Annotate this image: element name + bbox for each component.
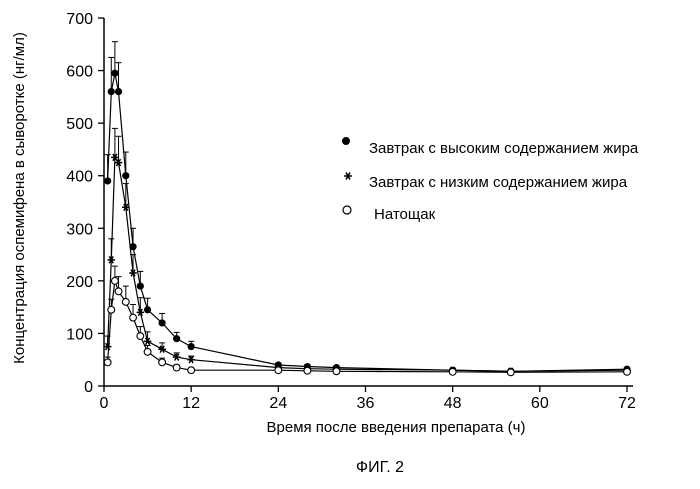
x-tick-label: 48: [444, 395, 462, 412]
data-point: [188, 367, 195, 374]
data-point: [275, 367, 282, 374]
data-point: [173, 364, 180, 371]
plot-area: [104, 42, 631, 376]
data-point: [449, 368, 456, 375]
data-point: [108, 88, 115, 95]
legend-label-low-fat: Завтрак с низким содержанием жира: [369, 174, 628, 191]
data-point: [111, 70, 118, 77]
data-point: [108, 306, 115, 313]
data-point: [111, 277, 118, 284]
data-point: [333, 368, 340, 375]
legend: Завтрак с высоким содержанием жира Завтр…: [342, 137, 639, 223]
x-axis-label: Время после введения препарата (ч): [267, 419, 526, 436]
y-tick-label: 100: [66, 326, 93, 343]
x-tick-label: 0: [100, 395, 109, 412]
series-line: [108, 73, 627, 371]
x-tick-label: 36: [357, 395, 375, 412]
axes: [104, 18, 633, 386]
x-tick-label: 12: [182, 395, 200, 412]
legend-label-fasting: Натощак: [374, 206, 436, 223]
y-tick-label: 700: [66, 11, 93, 28]
data-point: [122, 172, 129, 179]
legend-marker-filled-circle: [342, 137, 350, 145]
y-tick-label: 300: [66, 221, 93, 238]
data-point: [137, 283, 144, 290]
data-point: [304, 367, 311, 374]
y-tick-label: 600: [66, 64, 93, 81]
data-point: [115, 288, 122, 295]
y-tick-label: 0: [84, 379, 93, 396]
y-axis-label: Концентрация оспемифена в сыворотке (нг/…: [11, 32, 28, 364]
y-tick-label: 500: [66, 116, 93, 133]
x-tick-label: 72: [618, 395, 636, 412]
legend-marker-open-circle: [343, 206, 351, 214]
data-point: [624, 368, 631, 375]
x-tick-label: 60: [531, 395, 549, 412]
data-point: [159, 319, 166, 326]
data-point: [115, 88, 122, 95]
y-tick-label: 200: [66, 274, 93, 291]
data-point: [104, 359, 111, 366]
data-point: [122, 298, 129, 305]
series-open-circle: [104, 266, 630, 376]
legend-marker-asterisk: [344, 173, 352, 180]
y-tick-label: 400: [66, 169, 93, 186]
series-asterisk: [104, 128, 631, 374]
data-point: [144, 306, 151, 313]
figure-caption: ФИГ. 2: [356, 459, 404, 476]
data-point: [144, 348, 151, 355]
data-point: [137, 333, 144, 340]
data-point: [159, 359, 166, 366]
data-point: [173, 335, 180, 342]
data-point: [130, 314, 137, 321]
x-tick-label: 24: [269, 395, 287, 412]
data-point: [104, 177, 111, 184]
legend-label-high-fat: Завтрак с высоким содержанием жира: [369, 140, 639, 157]
data-point: [507, 369, 514, 376]
series-filled-circle: [104, 42, 631, 375]
data-point: [188, 343, 195, 350]
